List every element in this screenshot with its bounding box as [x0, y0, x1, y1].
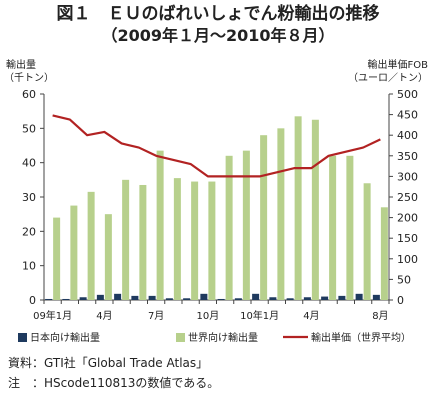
japan-export-bar	[79, 297, 87, 300]
right-tick-label: 50	[397, 273, 411, 286]
world-export-bar	[104, 214, 112, 300]
right-tick-label: 200	[397, 212, 418, 225]
legend-label-price: 輸出単価（世界平均）	[311, 331, 411, 344]
world-export-bar	[70, 205, 78, 300]
chart-title: 図１ ＥＵのばれいしょでん粉輸出の推移 （2009年１月～2010年８月）	[0, 4, 436, 46]
japan-export-bar	[217, 298, 225, 300]
legend-swatch-world	[176, 333, 185, 342]
source-note: 資料：GTI社「Global Trade Atlas」	[8, 356, 209, 370]
japan-export-bar	[269, 297, 277, 300]
world-export-bar	[311, 119, 319, 300]
japan-export-bar	[183, 298, 191, 300]
chart-title-line2: （2009年１月～2010年８月）	[101, 26, 335, 45]
japan-export-bar	[286, 298, 294, 300]
left-axis-unit: （千トン）	[4, 72, 54, 84]
world-export-bar	[329, 155, 337, 300]
x-tick-label: 10月	[197, 310, 220, 322]
world-export-bar	[53, 217, 61, 300]
japan-export-bar	[131, 295, 139, 300]
x-tick-label: 8月	[372, 310, 388, 322]
world-export-bar	[156, 150, 164, 300]
left-tick-label: 50	[22, 122, 36, 135]
right-axis-label: 輸出単価FOB	[368, 58, 429, 71]
japan-export-bar	[45, 298, 53, 300]
left-axis-label: 輸出量	[6, 58, 36, 71]
japan-export-bar	[148, 295, 156, 300]
world-export-bar	[260, 135, 268, 300]
left-tick-label: 30	[22, 191, 36, 204]
left-tick-label: 20	[22, 225, 36, 238]
right-tick-label: 300	[397, 170, 418, 183]
world-export-bar	[225, 155, 233, 300]
right-tick-label: 150	[397, 232, 418, 245]
right-tick-label: 0	[397, 294, 404, 307]
left-tick-label: 10	[22, 260, 36, 273]
chart-title-line1: 図１ ＥＵのばれいしょでん粉輸出の推移	[56, 4, 380, 24]
japan-export-bar	[200, 293, 208, 300]
japan-export-bar	[252, 293, 260, 300]
data-note: 注 ：HScode110813の数値である。	[8, 376, 220, 390]
right-tick-label: 400	[397, 129, 418, 142]
x-tick-label: 09年1月	[33, 309, 72, 322]
japan-export-bar	[321, 296, 329, 300]
japan-export-bar	[96, 294, 104, 300]
japan-export-bar	[165, 298, 173, 300]
x-tick-label: 4月	[96, 310, 112, 322]
left-tick-label: 60	[22, 88, 36, 101]
right-tick-label: 350	[397, 150, 418, 163]
right-tick-label: 100	[397, 253, 418, 266]
left-tick-label: 40	[22, 157, 36, 170]
right-tick-label: 250	[397, 191, 418, 204]
world-export-bar	[208, 181, 216, 300]
japan-export-bar	[338, 295, 346, 300]
world-export-bar	[139, 184, 147, 300]
x-tick-label: 10年1月	[240, 309, 279, 322]
japan-export-bar	[62, 298, 70, 300]
japan-export-bar	[234, 298, 242, 300]
x-tick-label: 7月	[148, 310, 164, 322]
world-export-bar	[87, 191, 95, 300]
right-axis-unit: （ユーロ／トン）	[348, 72, 428, 84]
world-export-bar	[294, 116, 302, 300]
world-export-bar	[122, 179, 130, 300]
right-tick-label: 500	[397, 88, 418, 101]
right-tick-label: 450	[397, 109, 418, 122]
world-export-bar	[277, 128, 285, 300]
world-export-bar	[242, 150, 250, 300]
legend-swatch-japan	[18, 333, 27, 342]
price-line	[52, 114, 381, 178]
world-export-bar	[346, 155, 354, 300]
world-export-bar	[191, 181, 199, 300]
world-export-bar	[173, 178, 181, 300]
japan-export-bar	[114, 293, 122, 300]
legend-label-world: 世界向け輸出量	[188, 331, 258, 344]
x-tick-label: 4月	[303, 310, 319, 322]
world-export-bar	[380, 207, 388, 300]
left-tick-label: 0	[29, 294, 36, 307]
japan-export-bar	[303, 297, 311, 300]
world-export-bar	[363, 183, 371, 300]
japan-export-bar	[372, 294, 380, 300]
japan-export-bar	[355, 293, 363, 300]
legend-label-japan: 日本向け輸出量	[30, 331, 100, 344]
